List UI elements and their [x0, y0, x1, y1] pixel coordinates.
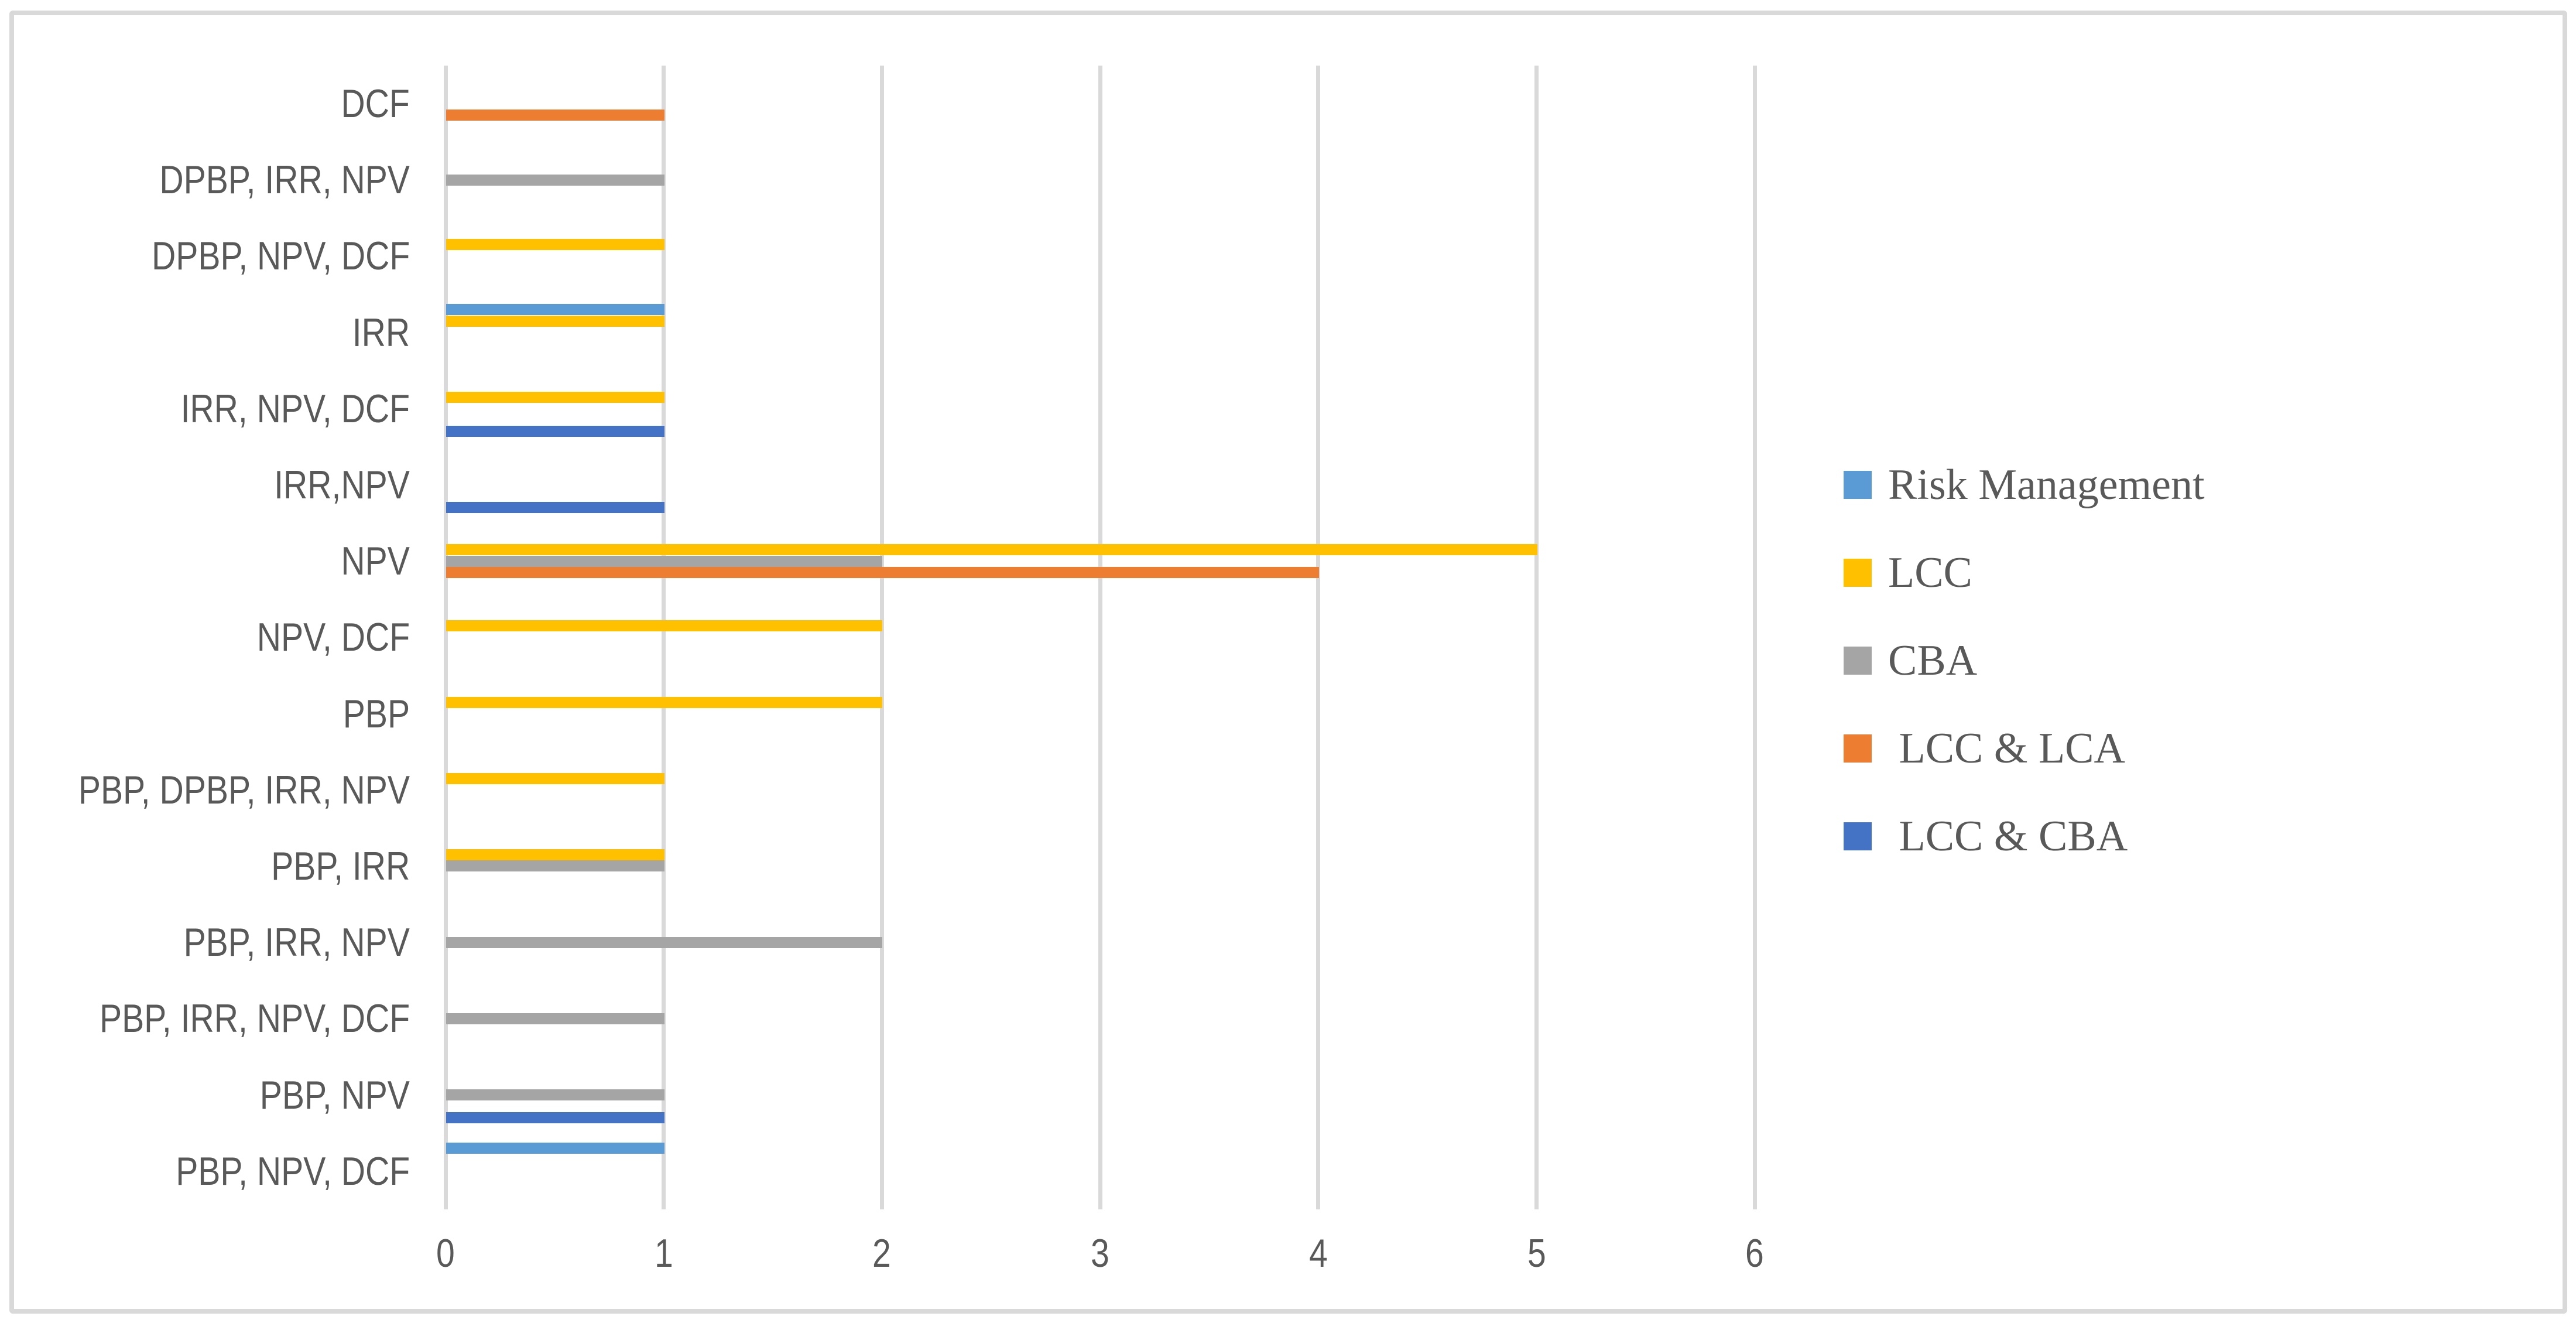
category-label-text: IRR,NPV — [274, 463, 410, 508]
category-label-text: PBP, NPV — [259, 1072, 410, 1117]
gridline-x-3 — [1098, 66, 1102, 1209]
category-label: PBP, NPV, DCF — [0, 1133, 410, 1209]
bar-risk-management — [446, 304, 664, 316]
x-tick-text: 2 — [872, 1231, 892, 1276]
x-tick-label: 0 — [387, 1229, 504, 1278]
legend-swatch — [1844, 734, 1872, 763]
legend-swatch — [1844, 471, 1872, 499]
category-label-text: IRR — [352, 310, 410, 355]
legend-label: LCC — [1888, 548, 1972, 597]
x-tick-text: 0 — [436, 1231, 455, 1276]
x-tick-text: 5 — [1527, 1231, 1546, 1276]
legend-item-cba: CBA — [1844, 633, 1977, 689]
category-label: PBP, IRR, NPV — [0, 904, 410, 980]
bar-lcc — [446, 696, 883, 708]
bar-cba — [446, 174, 664, 186]
bar-lcc — [446, 849, 664, 860]
chart-frame — [9, 11, 2567, 1314]
category-label: IRR — [0, 295, 410, 371]
category-label: IRR,NPV — [0, 447, 410, 523]
legend-label: Risk Management — [1888, 460, 2205, 509]
bar-lcc — [446, 315, 664, 327]
category-label-text: PBP, DPBP, IRR, NPV — [78, 767, 410, 812]
category-label-text: DCF — [341, 81, 410, 127]
bar-lcc-cba — [446, 502, 664, 514]
x-tick-label: 4 — [1260, 1229, 1377, 1278]
category-label-text: PBP, IRR, NPV, DCF — [99, 996, 410, 1041]
bar-cba — [446, 555, 883, 567]
bar-lcc — [446, 239, 664, 251]
category-label: DPBP, NPV, DCF — [0, 218, 410, 294]
category-label: DCF — [0, 66, 410, 142]
category-label-text: IRR, NPV, DCF — [180, 386, 410, 431]
gridline-x-4 — [1316, 66, 1321, 1209]
bar-risk-management — [446, 1143, 664, 1154]
bar-lcc-lca — [446, 567, 1319, 578]
category-label-text: PBP, NPV, DCF — [175, 1148, 410, 1194]
bar-lcc — [446, 391, 664, 403]
x-tick-text: 1 — [654, 1231, 673, 1276]
category-label: PBP, NPV — [0, 1057, 410, 1133]
legend-label: CBA — [1888, 636, 1978, 685]
gridline-x-0 — [443, 66, 448, 1209]
category-label: NPV — [0, 523, 410, 599]
x-tick-label: 1 — [605, 1229, 722, 1278]
legend-swatch — [1844, 822, 1872, 850]
bar-lcc-cba — [446, 1112, 664, 1123]
category-label-text: NPV, DCF — [256, 615, 410, 660]
category-label: PBP, IRR, NPV, DCF — [0, 980, 410, 1057]
category-label-text: PBP, IRR, NPV — [183, 920, 410, 965]
category-label-text: PBP, IRR — [270, 844, 410, 889]
legend-item-lcc: LCC — [1844, 545, 1972, 601]
bar-lcc-cba — [446, 426, 664, 437]
bar-lcc — [446, 620, 883, 632]
bar-cba — [446, 1013, 664, 1024]
bar-lcc-lca — [446, 109, 664, 121]
legend-swatch — [1844, 559, 1872, 587]
bar-lcc — [446, 772, 664, 784]
legend-item-risk-management: Risk Management — [1844, 457, 2205, 513]
gridline-x-5 — [1534, 66, 1539, 1209]
category-label: NPV, DCF — [0, 599, 410, 675]
gridline-x-6 — [1752, 66, 1757, 1209]
bar-cba — [446, 1089, 664, 1100]
x-tick-text: 3 — [1091, 1231, 1109, 1276]
gridline-x-1 — [662, 66, 666, 1209]
legend-swatch — [1844, 647, 1872, 675]
legend-label: LCC & LCA — [1888, 724, 2125, 772]
category-label: PBP — [0, 676, 410, 752]
legend-item-lcc-cba: LCC & CBA — [1844, 808, 2128, 864]
gridline-x-2 — [879, 66, 884, 1209]
x-tick-text: 6 — [1745, 1231, 1765, 1276]
category-label-text: DPBP, NPV, DCF — [151, 234, 410, 279]
category-label: PBP, DPBP, IRR, NPV — [0, 752, 410, 828]
x-tick-label: 2 — [823, 1229, 940, 1278]
bar-cba — [446, 936, 883, 948]
bar-cba — [446, 860, 664, 872]
category-label-text: PBP — [342, 691, 410, 736]
category-label: PBP, IRR — [0, 828, 410, 904]
x-tick-label: 5 — [1478, 1229, 1595, 1278]
legend-label: LCC & CBA — [1888, 812, 2128, 860]
category-label-text: NPV — [341, 539, 410, 584]
category-label: DPBP, IRR, NPV — [0, 142, 410, 218]
legend-item-lcc-lca: LCC & LCA — [1844, 720, 2125, 777]
x-tick-label: 6 — [1696, 1229, 1813, 1278]
x-tick-text: 4 — [1308, 1231, 1328, 1276]
category-label: IRR, NPV, DCF — [0, 371, 410, 447]
category-label-text: DPBP, IRR, NPV — [159, 158, 410, 203]
x-tick-label: 3 — [1042, 1229, 1159, 1278]
bar-lcc — [446, 544, 1537, 556]
